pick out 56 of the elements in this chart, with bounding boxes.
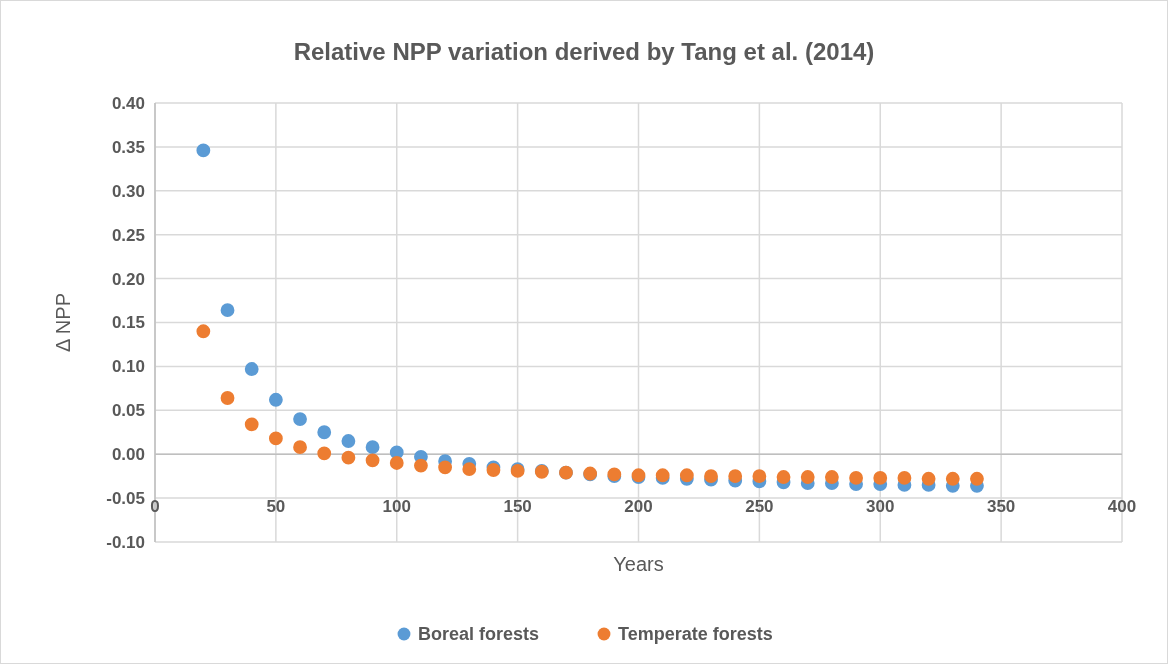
point [268, 392, 283, 407]
legend-label: Boreal forests [418, 624, 540, 645]
x-tick-label: 100 [382, 497, 411, 517]
x-tick-label: 0 [150, 497, 160, 517]
point [945, 471, 960, 486]
point [196, 324, 211, 339]
y-tick-label: 0.00 [111, 445, 145, 465]
y-axis-title: Δ NPP [52, 293, 74, 352]
point [317, 425, 332, 440]
x-tick-label: 50 [266, 497, 286, 517]
x-axis-title: Years [613, 553, 664, 575]
point [220, 391, 235, 405]
point [341, 450, 356, 465]
x-tick-label: 150 [503, 497, 532, 517]
x-tick-label: 250 [745, 497, 774, 517]
point [438, 460, 453, 475]
point [752, 469, 767, 484]
point [970, 471, 984, 486]
x-tick-label: 300 [866, 497, 895, 517]
point [365, 453, 380, 468]
point [776, 470, 791, 484]
legend-label: Temperate forests [618, 624, 773, 645]
point [293, 440, 307, 455]
y-tick-label: 0.40 [111, 93, 145, 113]
y-tick-label: -0.05 [106, 489, 145, 509]
x-tick-label: 350 [986, 497, 1016, 517]
point [897, 471, 912, 485]
point [196, 143, 211, 158]
x-tick-label: 400 [1107, 497, 1137, 517]
point [268, 431, 283, 446]
point [873, 471, 888, 485]
point [462, 462, 477, 477]
point [244, 362, 259, 376]
point [800, 470, 815, 484]
point [849, 471, 863, 485]
point [293, 412, 307, 426]
point [389, 456, 404, 470]
point [824, 470, 839, 484]
y-tick-label: 0.10 [111, 357, 145, 377]
point [728, 469, 743, 484]
y-tick-label: 0.30 [111, 181, 145, 201]
y-tick-label: 0.35 [111, 137, 145, 157]
point [921, 471, 936, 486]
point [220, 303, 235, 318]
y-tick-label: -0.10 [106, 532, 145, 552]
chart-title: Relative NPP variation derived by Tang et al. (2014) [293, 38, 875, 65]
point [341, 434, 356, 448]
y-tick-label: 0.15 [111, 313, 145, 333]
x-tick-label: 200 [624, 497, 653, 517]
y-tick-label: 0.25 [111, 225, 145, 245]
y-tick-label: 0.20 [111, 269, 145, 289]
point [317, 446, 332, 461]
point [365, 440, 380, 455]
y-tick-label: 0.05 [111, 401, 145, 421]
point [244, 417, 259, 432]
point [414, 458, 428, 473]
